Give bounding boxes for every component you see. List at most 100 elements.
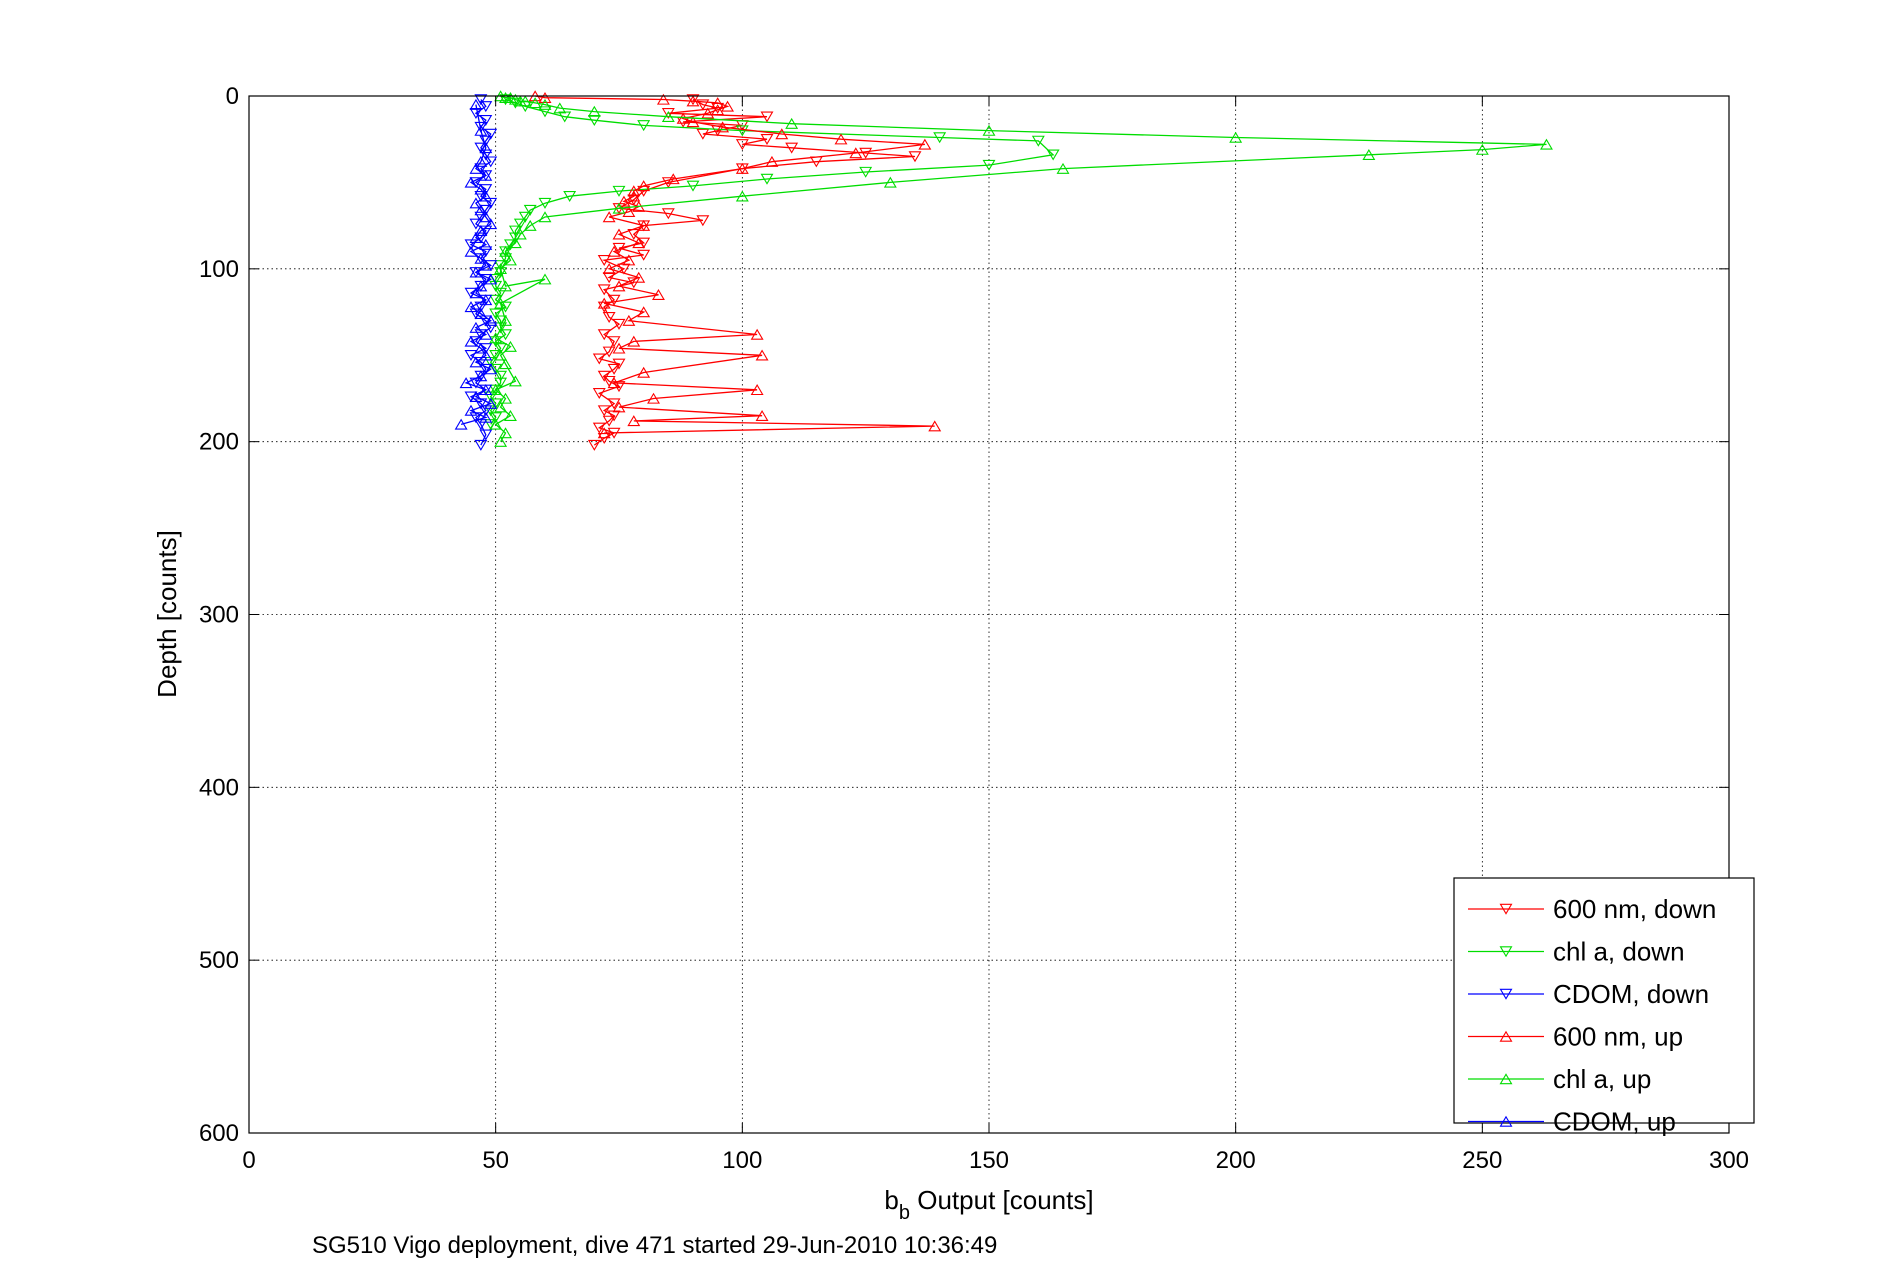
data-point bbox=[1229, 131, 1243, 143]
data-point bbox=[538, 106, 552, 118]
data-point bbox=[607, 245, 621, 257]
data-point bbox=[474, 308, 488, 319]
data-point bbox=[474, 183, 488, 195]
data-point bbox=[474, 280, 488, 292]
data-point bbox=[499, 94, 512, 106]
data-point bbox=[489, 280, 503, 292]
legend-swatch-marker bbox=[1499, 1030, 1513, 1042]
data-point bbox=[494, 260, 508, 272]
data-point bbox=[755, 349, 769, 361]
data-point bbox=[538, 197, 552, 209]
data-point bbox=[735, 162, 749, 174]
data-point bbox=[617, 195, 631, 207]
legend-entry: CDOM, up bbox=[1468, 1107, 1676, 1137]
data-point bbox=[494, 263, 508, 275]
x-tick-label: 50 bbox=[482, 1147, 509, 1174]
y-tick-label: 500 bbox=[199, 947, 239, 974]
data-point bbox=[538, 98, 552, 110]
data-point bbox=[661, 177, 675, 189]
data-point bbox=[479, 328, 493, 340]
data-point bbox=[489, 332, 503, 344]
data-point bbox=[883, 176, 897, 188]
data-point bbox=[484, 322, 498, 334]
data-point bbox=[464, 350, 478, 362]
data-point bbox=[479, 169, 493, 181]
data-point bbox=[499, 358, 512, 370]
series-5 bbox=[454, 98, 498, 430]
data-point bbox=[785, 117, 799, 129]
data-point bbox=[494, 267, 508, 279]
x-tick-label: 150 bbox=[969, 1147, 1009, 1174]
data-point bbox=[479, 349, 493, 361]
data-point bbox=[508, 93, 522, 105]
data-point bbox=[592, 353, 606, 365]
data-point bbox=[484, 128, 498, 140]
data-point bbox=[484, 363, 498, 375]
data-point bbox=[928, 420, 942, 432]
data-point bbox=[1475, 143, 1489, 155]
legend-swatch-marker bbox=[1499, 946, 1513, 958]
data-point bbox=[785, 142, 799, 154]
data-point bbox=[479, 190, 493, 202]
data-point bbox=[469, 108, 483, 120]
data-point bbox=[538, 91, 552, 103]
figure-caption: SG510 Vigo deployment, dive 471 started … bbox=[312, 1232, 997, 1259]
data-point bbox=[647, 392, 660, 404]
data-point bbox=[637, 120, 651, 132]
legend-label: 600 nm, up bbox=[1553, 1022, 1683, 1052]
data-point bbox=[474, 342, 488, 354]
data-point bbox=[735, 125, 749, 137]
data-point bbox=[1056, 162, 1070, 174]
data-point bbox=[612, 228, 626, 240]
data-point bbox=[1031, 135, 1045, 147]
data-point bbox=[553, 102, 567, 114]
data-point bbox=[760, 173, 774, 185]
data-point bbox=[464, 335, 478, 347]
data-point bbox=[474, 419, 488, 431]
legend-swatch-marker bbox=[1499, 988, 1513, 1000]
data-point bbox=[479, 411, 493, 423]
series-1 bbox=[484, 94, 1060, 431]
data-point bbox=[508, 375, 522, 387]
data-point bbox=[499, 314, 512, 326]
data-point bbox=[612, 318, 626, 330]
data-point bbox=[494, 435, 508, 447]
data-point bbox=[627, 335, 641, 347]
data-point bbox=[494, 322, 508, 334]
legend-label: CDOM, up bbox=[1553, 1107, 1676, 1137]
data-point bbox=[494, 343, 508, 355]
data-point bbox=[652, 288, 665, 300]
data-point bbox=[484, 391, 498, 403]
data-point bbox=[479, 114, 493, 126]
data-point bbox=[494, 287, 508, 299]
data-point bbox=[508, 237, 522, 249]
data-point bbox=[587, 439, 601, 451]
data-point bbox=[499, 329, 512, 341]
data-point bbox=[696, 99, 710, 111]
data-point bbox=[637, 219, 651, 231]
data-point bbox=[602, 312, 616, 323]
data-point bbox=[479, 135, 493, 147]
data-point bbox=[499, 392, 512, 404]
data-point bbox=[607, 336, 621, 348]
data-point bbox=[504, 254, 517, 266]
x-tick-label: 0 bbox=[242, 1147, 255, 1174]
data-point bbox=[686, 95, 700, 107]
x-tick-label: 200 bbox=[1216, 1147, 1256, 1174]
data-point bbox=[622, 314, 636, 326]
data-point bbox=[469, 162, 483, 174]
data-point bbox=[494, 349, 508, 361]
data-point bbox=[711, 97, 725, 109]
data-point bbox=[474, 439, 488, 451]
data-point bbox=[489, 418, 503, 430]
data-point bbox=[464, 245, 478, 257]
y-tick-label: 200 bbox=[199, 429, 239, 456]
y-axis-label: Depth [counts] bbox=[152, 530, 182, 698]
data-point bbox=[632, 237, 646, 249]
data-point bbox=[602, 415, 616, 427]
data-point bbox=[632, 271, 646, 283]
data-point bbox=[982, 124, 996, 136]
data-point bbox=[474, 94, 488, 106]
data-point bbox=[499, 91, 512, 103]
data-point bbox=[538, 211, 552, 223]
